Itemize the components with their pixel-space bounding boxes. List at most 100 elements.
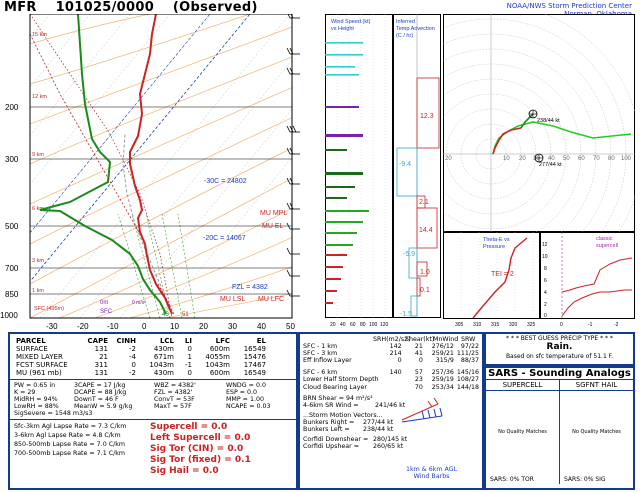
height-label: 15 km bbox=[32, 32, 47, 38]
table-row: SFC - 3 km 214 41 259/21 111/25 bbox=[303, 350, 479, 358]
param: DCAPE = 88 J/kg bbox=[74, 389, 127, 397]
bunkers-right-value: 277/44 kt bbox=[363, 418, 394, 426]
sars-no-quality: No Quality Matches bbox=[498, 429, 547, 435]
cell: 4055m bbox=[205, 353, 230, 361]
sounding-title: MFR 101025/0000 (Observed) bbox=[4, 0, 272, 15]
mixing-ratio-lines bbox=[117, 213, 196, 318]
parcel-trace bbox=[122, 133, 173, 315]
temperature-trace bbox=[129, 14, 173, 315]
brn-shear: BRN Shear = 94 m²/s² bbox=[303, 394, 373, 402]
advection-value: -1.5 bbox=[400, 311, 412, 318]
composite-index: Left Supercell = 0.0 bbox=[150, 433, 251, 444]
precip-trace-lower bbox=[561, 289, 632, 317]
bunkers-left-value: 238/44 kt bbox=[363, 426, 394, 434]
composite-index: Sig Hail = 0.0 bbox=[150, 466, 219, 477]
sfc-dry-adiabat bbox=[30, 33, 141, 235]
theta-e-title: Theta-E vs bbox=[483, 237, 510, 243]
parcel-table: PARCEL CAPE CINH LCL LI LFC EL SURFACE 13… bbox=[14, 337, 268, 377]
height-label: 1 km bbox=[32, 288, 44, 294]
ring-label: 70 bbox=[593, 156, 600, 162]
col-header: SRH(m2/s2) bbox=[373, 336, 411, 343]
cell: 600m bbox=[209, 345, 230, 353]
wind-speed-ticks: 20 40 60 80 100 120 bbox=[330, 322, 389, 328]
kinematics-header: SRH(m2/s2) Shear(kt) MnWind SRW bbox=[373, 336, 479, 343]
cell: 17467 bbox=[243, 361, 266, 369]
col-header: SRW bbox=[461, 336, 476, 343]
pressure-label: 200 bbox=[5, 103, 19, 112]
lapse-rate: 850-500mb Lapse Rate = 7.0 C/km bbox=[14, 441, 125, 449]
wind-speed-bars bbox=[325, 42, 369, 304]
table-row: MU (961 mb) 131 -2 430m 0 600m 16549 bbox=[14, 369, 268, 377]
cell: FCST SURFACE bbox=[16, 361, 68, 369]
ring-label: 30 bbox=[533, 156, 540, 162]
corfidi-down-label: Corfidi Downshear = bbox=[303, 436, 369, 444]
precip-type-panel: * * * BEST GUESS PRECIP TYPE * * * Rain.… bbox=[484, 332, 635, 366]
kinematics-panel: SRH(m2/s2) Shear(kt) MnWind SRW SFC - 1 … bbox=[298, 332, 484, 490]
storm-left-label: 238/44 kt bbox=[537, 118, 560, 124]
wind-speed-subtitle: vs Height bbox=[331, 26, 354, 32]
sars-col-header: SUPERCELL bbox=[486, 380, 559, 391]
param: MMP = 1.00 bbox=[226, 396, 264, 404]
param: PW = 0.65 in bbox=[14, 382, 56, 389]
sars-panel: SARS - Sounding Analogs SUPERCELL No Qua… bbox=[484, 366, 635, 490]
minus30c-label: -30C = 24802 bbox=[204, 178, 247, 185]
temp-tick: 50 bbox=[286, 322, 295, 331]
advection-value: 12.3 bbox=[420, 113, 434, 120]
wind-speed-panel: Wind Speed (kt) vs Height 20 40 60 80 10… bbox=[325, 14, 393, 328]
temp-tick: 0 bbox=[142, 322, 147, 331]
param: 3CAPE = 17 J/kg bbox=[74, 382, 126, 389]
precip-tick: 6 bbox=[544, 278, 547, 284]
table-row: SURFACE 131 -2 430m 0 600m 16549 bbox=[14, 345, 268, 353]
wind-tick: 20 bbox=[330, 322, 336, 328]
fzl-label: FZL = 4382 bbox=[232, 284, 268, 291]
skewt-diagram: 200 300 500 700 850 1000 15 km 12 km 9 k… bbox=[0, 14, 300, 331]
composite-index: Supercell = 0.0 bbox=[150, 422, 228, 433]
ring-label: 40 bbox=[548, 156, 555, 162]
lapse-rates: Sfc-3km Agl Lapse Rate = 7.3 C/km 3-6km … bbox=[14, 422, 144, 477]
pressure-label: 700 bbox=[5, 264, 19, 273]
temp-tick: -20 bbox=[77, 322, 89, 331]
minus20-isotherm bbox=[30, 14, 211, 234]
station-id: MFR bbox=[4, 0, 37, 15]
wind-barbs bbox=[286, 14, 300, 297]
sars-tor: SARS: 0% TOR bbox=[490, 475, 534, 483]
ring-label: 100 bbox=[621, 156, 632, 162]
table-row: MIXED LAYER 21 -4 671m 1 4055m 15476 bbox=[14, 353, 268, 361]
advection-units: (C / hr) bbox=[396, 33, 413, 39]
wind-tick: 80 bbox=[360, 322, 366, 328]
param: ESP = 0.0 bbox=[226, 389, 258, 397]
advection-value: 1.0 bbox=[420, 269, 430, 276]
table-row: FCST SURFACE 311 0 1043m -1 1043m 17467 bbox=[14, 361, 268, 369]
lapse-rate: Sfc-3km Agl Lapse Rate = 7.3 C/km bbox=[14, 423, 127, 431]
moist-adiabat-reference bbox=[30, 14, 173, 318]
wind-tick: 120 bbox=[380, 322, 389, 328]
cell: -2 bbox=[129, 369, 136, 377]
lapse-rate: 3-6km Agl Lapse Rate = 4.8 C/km bbox=[14, 432, 121, 440]
hodograph-ring-labels: 20 10 20 30 40 50 60 70 80 100 bbox=[445, 156, 632, 162]
precip-tick: 4 bbox=[544, 290, 547, 296]
minus20c-label: -20C = 14067 bbox=[203, 235, 246, 242]
precip-tick: 12 bbox=[542, 242, 548, 248]
storm-right-label: 277/44 kt bbox=[539, 162, 562, 168]
param: K = 29 bbox=[14, 389, 36, 397]
barb-legend: 1km & 6km AGL Wind Barbs bbox=[406, 466, 458, 481]
advection-values: 12.3 -9.4 2.1 14.4 -5.9 1.0 0.1 -1.5 bbox=[399, 113, 434, 318]
skewt-frame bbox=[29, 14, 293, 319]
cell: 131 bbox=[94, 345, 108, 353]
cell: -4 bbox=[129, 353, 136, 361]
precip-type-value: Rain. bbox=[546, 342, 573, 352]
cell: SURFACE bbox=[16, 345, 48, 353]
hodograph-trace-lower bbox=[492, 127, 522, 155]
cell: 671m bbox=[153, 353, 174, 361]
wind-tick: 60 bbox=[350, 322, 356, 328]
cell: -2 bbox=[129, 345, 136, 353]
virtual-temperature-trace bbox=[157, 283, 175, 315]
pressure-label: 850 bbox=[5, 290, 19, 299]
temp-tick: 30 bbox=[228, 322, 237, 331]
theta-e-panel: Theta-E vs Pressure TEI = 2 305 310 315 … bbox=[443, 232, 540, 328]
pressure-label: 300 bbox=[5, 155, 19, 164]
cell: MU (961 mb) bbox=[16, 369, 62, 377]
hodograph: 20 10 20 30 40 50 60 70 80 100 238/44 kt… bbox=[443, 14, 635, 232]
col-header: CAPE bbox=[87, 337, 108, 345]
ring-label: 60 bbox=[578, 156, 585, 162]
